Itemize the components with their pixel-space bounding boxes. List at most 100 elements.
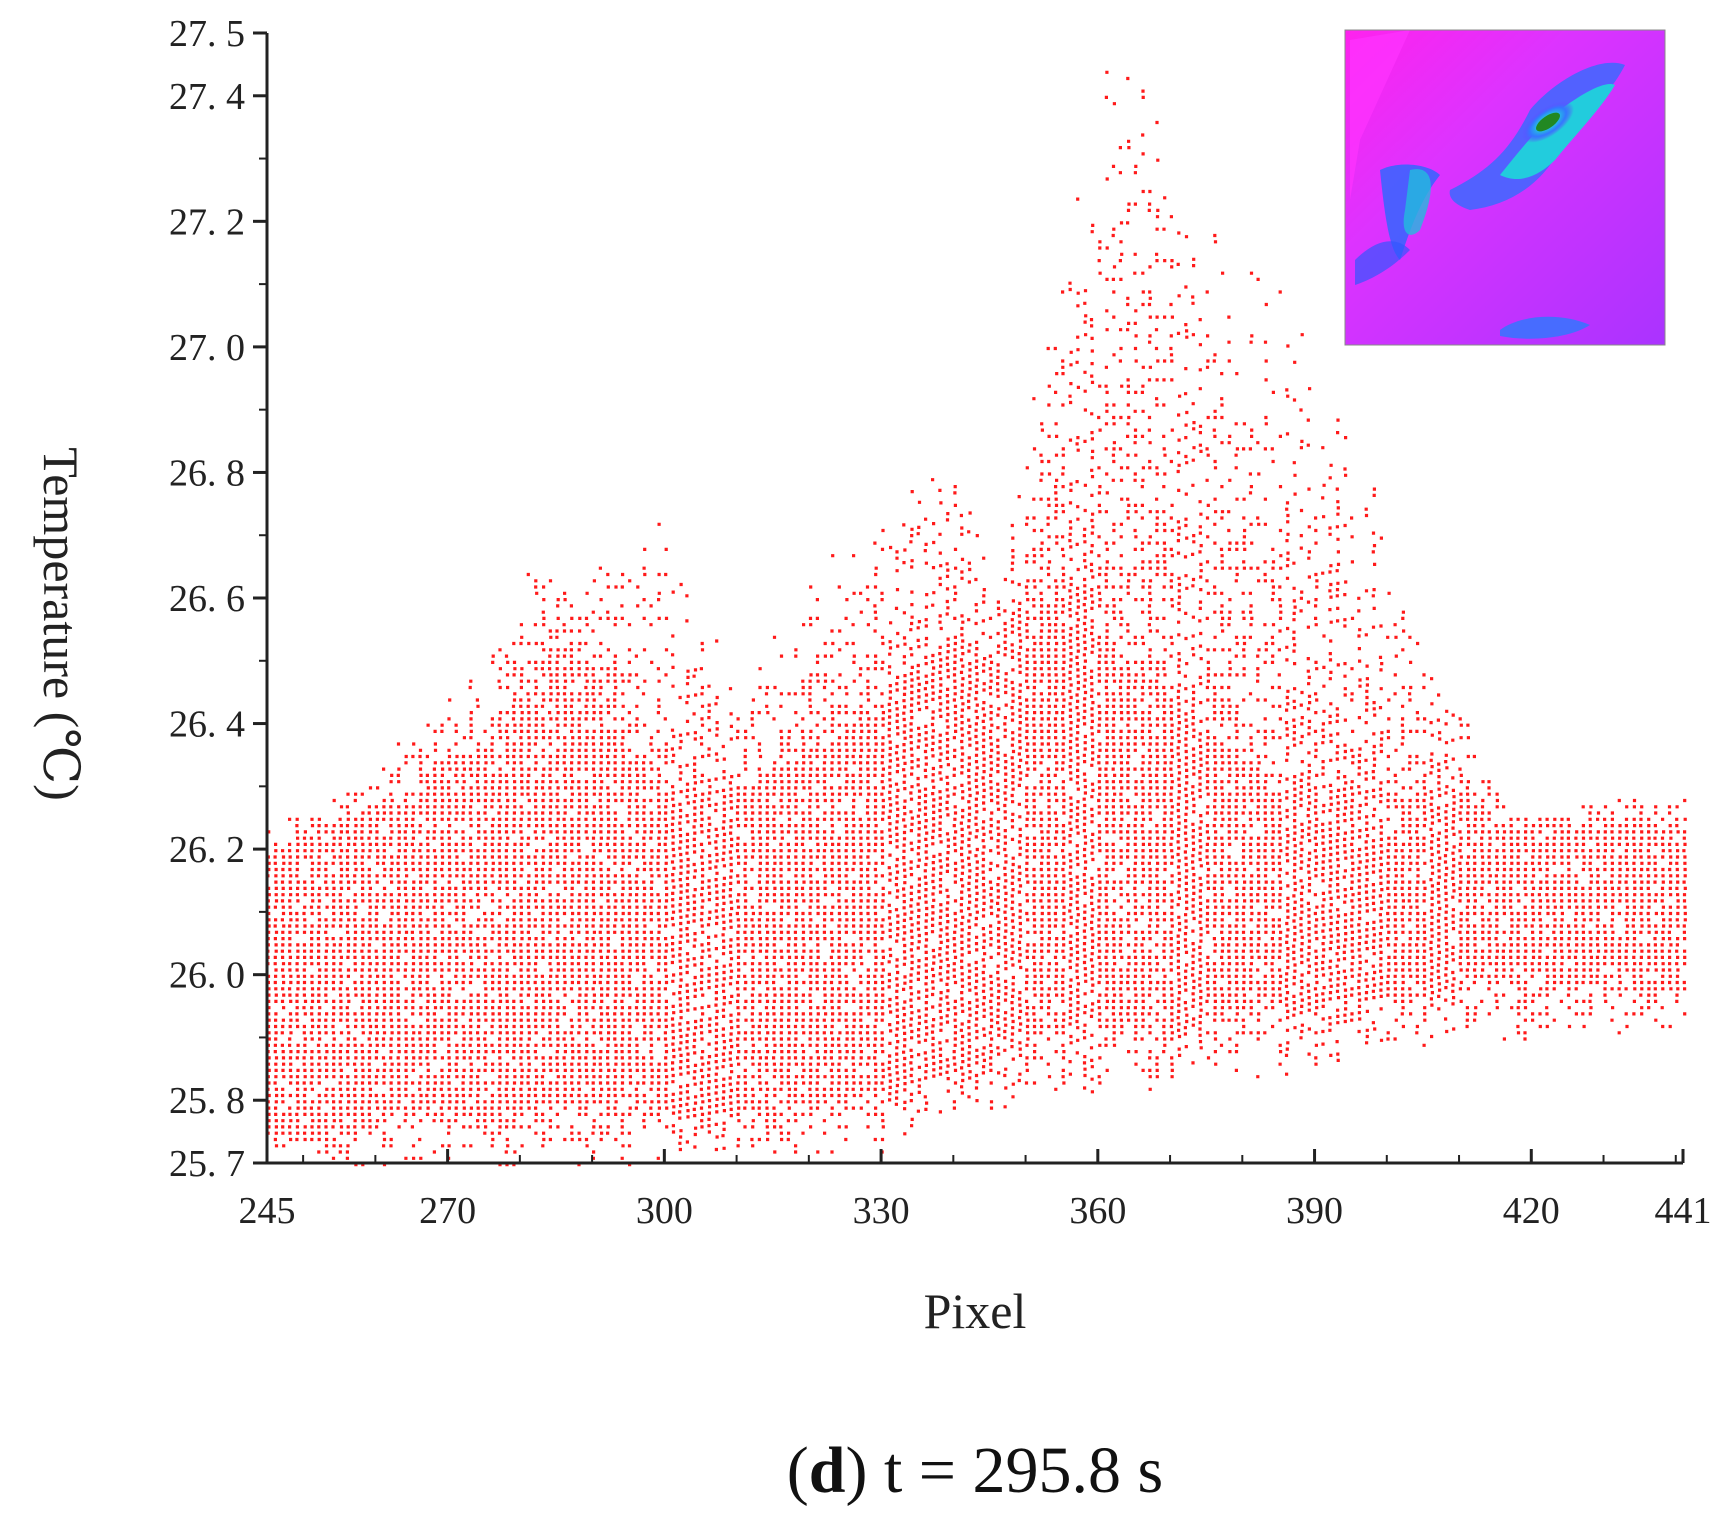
scatter-column [678, 582, 683, 1152]
scatter-column [1147, 189, 1153, 1091]
scatter-column [1104, 70, 1109, 1072]
scatter-column [721, 744, 727, 1150]
scatter-column [1256, 277, 1261, 1079]
x-tick-label: 270 [419, 1190, 476, 1232]
scatter-column [663, 547, 669, 1129]
x-tick-label: 300 [636, 1190, 693, 1232]
scatter-column [959, 513, 965, 1095]
scatter-column [533, 579, 539, 1135]
scatter-column [1284, 344, 1290, 1076]
scatter-column [1176, 231, 1182, 1057]
scatter-column [1198, 318, 1203, 1050]
scatter-column [1089, 223, 1095, 1094]
scatter-column [692, 668, 698, 1149]
scatter-column [591, 579, 596, 1160]
x-tick-label: 245 [239, 1190, 296, 1232]
y-tick-label: 26. 4 [169, 704, 245, 746]
scatter-column [1602, 805, 1608, 1003]
scatter-column [1624, 805, 1630, 1029]
scatter-column [829, 554, 835, 1154]
y-tick-label: 27. 4 [169, 76, 245, 118]
scatter-column [1443, 709, 1449, 1034]
y-tick-label: 25. 8 [169, 1080, 245, 1122]
scatter-column [613, 585, 618, 1142]
scatter-column [1400, 610, 1406, 1029]
scatter-column [461, 736, 466, 1148]
scatter-column [909, 490, 914, 1128]
scatter-column [1617, 798, 1622, 1035]
scatter-column [555, 598, 560, 1129]
scatter-column [916, 500, 922, 1113]
scatter-column [952, 485, 958, 1110]
scatter-column [1133, 164, 1138, 1066]
scatter-column [1378, 536, 1384, 1042]
scatter-column [381, 767, 387, 1167]
scatter-column [1313, 516, 1319, 1066]
scatter-column [1010, 523, 1016, 1099]
scatter-column [1328, 463, 1333, 1057]
scatter-column [902, 523, 907, 1136]
scatter-column [1003, 577, 1008, 1109]
scatter-column [1205, 290, 1211, 1060]
y-tick-label: 27. 0 [169, 327, 245, 369]
scatter-column [490, 654, 495, 1148]
scatter-column [808, 585, 813, 1129]
scatter-column [1270, 390, 1276, 1029]
scatter-column [772, 635, 777, 1154]
scatter-column [699, 641, 705, 1129]
scatter-column [1061, 290, 1066, 1085]
scatter-column [1097, 240, 1102, 1085]
scatter-column [1638, 805, 1644, 1016]
scatter-column [1646, 817, 1651, 1010]
scatter-column [1595, 811, 1601, 985]
scatter-column [1436, 693, 1442, 1011]
scatter-column [858, 591, 864, 1110]
scatter-column [1472, 754, 1478, 1022]
scatter-column [454, 723, 459, 1123]
caption-text: t = 295.8 s [867, 1434, 1163, 1507]
scatter-column [446, 698, 452, 1160]
scatter-column [735, 717, 741, 1148]
scatter-column [1032, 397, 1037, 1085]
scatter-column [439, 723, 445, 1148]
y-tick-label: 27. 2 [169, 201, 245, 243]
scatter-column [1046, 346, 1052, 1079]
scatter-column [1039, 422, 1044, 1060]
scatter-column [981, 556, 987, 1075]
scatter-column [923, 517, 929, 1111]
scatter-column [1465, 723, 1471, 1029]
y-tick-label: 26. 6 [169, 578, 245, 620]
scatter-column [714, 639, 719, 1152]
scatter-column [1321, 446, 1326, 1046]
scatter-column [837, 585, 842, 1129]
y-axis-title: Temperature (℃) [33, 447, 89, 801]
scatter-column [851, 554, 857, 1110]
scatter-column [1219, 271, 1225, 1047]
scatter-column [1277, 290, 1283, 1066]
scatter-column [468, 679, 474, 1148]
scatter-column [1017, 495, 1023, 1083]
scatter-column [396, 742, 401, 1129]
scatter-column [974, 534, 979, 1103]
scatter-column [1371, 487, 1377, 1031]
scatter-column [511, 641, 517, 1167]
scatter-column [1162, 196, 1167, 1054]
scatter-column [569, 604, 575, 1142]
scatter-column [1573, 830, 1579, 1016]
scatter-points [266, 70, 1687, 1167]
thermal-inset-image [1344, 29, 1666, 346]
scatter-column [331, 798, 336, 1160]
y-tick-label: 26. 0 [169, 955, 245, 997]
scatter-column [786, 692, 792, 1142]
scatter-column [1429, 677, 1435, 1039]
scatter-column [1386, 591, 1391, 1041]
scatter-column [873, 541, 878, 1142]
scatter-column [360, 792, 365, 1167]
scatter-column [779, 654, 784, 1142]
scatter-column [887, 545, 893, 1102]
scatter-column [548, 579, 553, 1142]
scatter-column [938, 488, 943, 1114]
scatter-column [309, 817, 315, 1142]
scatter-column [562, 591, 568, 1142]
scatter-column [1494, 792, 1500, 1010]
